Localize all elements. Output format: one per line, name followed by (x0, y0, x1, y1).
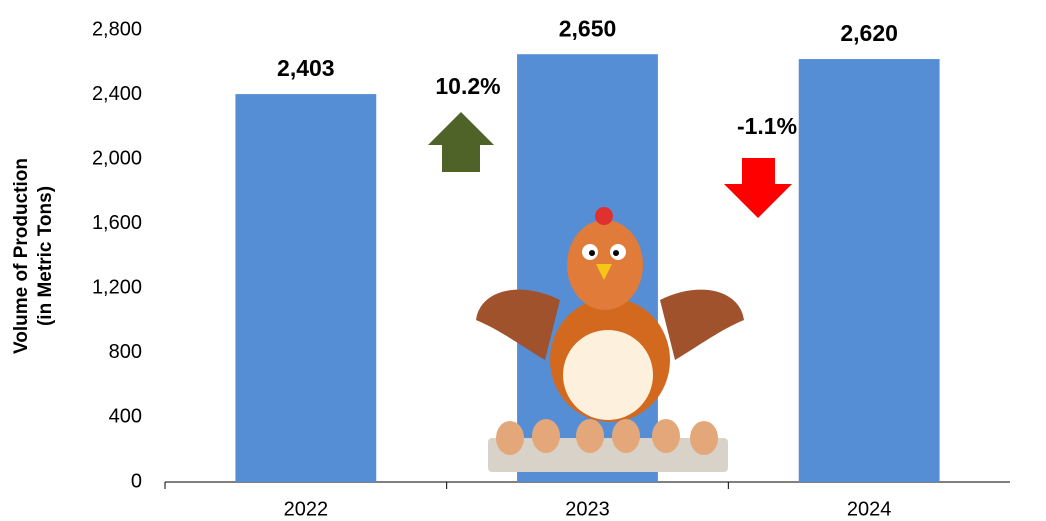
y-axis-title-line: (in Metric Tons) (35, 186, 56, 326)
value-label: 2,620 (840, 20, 898, 46)
y-tick-label: 800 (109, 341, 142, 363)
bar (235, 94, 376, 482)
x-tick-label: 2023 (565, 498, 610, 520)
y-tick-label: 2,000 (92, 147, 142, 169)
up-arrow (428, 112, 494, 172)
annotation: 10.2% (435, 73, 500, 99)
y-tick-label: 2,800 (92, 18, 142, 40)
x-tick-label: 2022 (284, 498, 329, 520)
y-tick-label: 1,200 (92, 277, 142, 299)
chart: Volume of Production (in Metric Tons) 0 4… (0, 0, 1046, 521)
annotation: -1.1% (737, 113, 797, 139)
y-tick-label: 0 (131, 470, 142, 492)
down-arrow (724, 158, 792, 218)
y-axis-title: Volume of Production (in Metric Tons) (11, 158, 56, 354)
value-label: 2,403 (277, 55, 335, 81)
y-tick-label: 400 (109, 406, 142, 428)
value-label: 2,650 (559, 15, 617, 41)
y-tick-label: 2,400 (92, 83, 142, 105)
bar (799, 59, 940, 482)
y-axis-title-line: Volume of Production (11, 158, 32, 354)
x-tick-label: 2024 (847, 498, 892, 520)
y-tick-label: 1,600 (92, 212, 142, 234)
